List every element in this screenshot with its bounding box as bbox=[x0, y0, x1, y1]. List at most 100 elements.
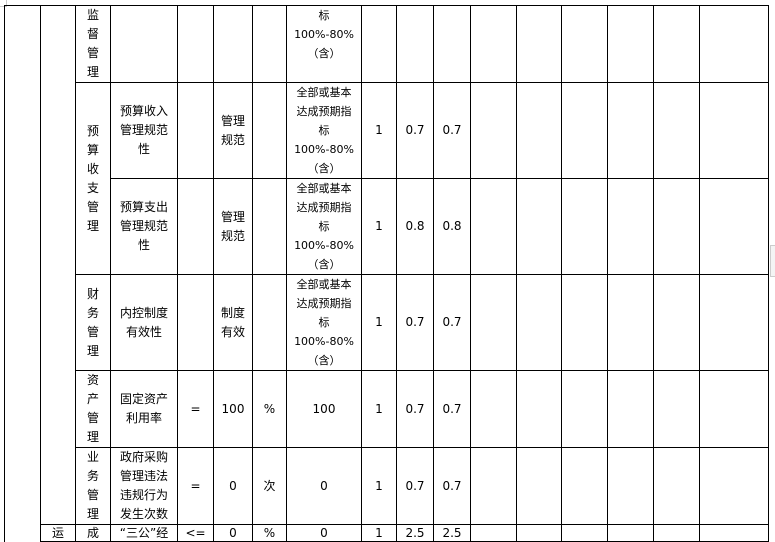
empty-cell bbox=[516, 5, 562, 83]
score-cell: 0.8 bbox=[396, 178, 434, 275]
empty-cell bbox=[516, 370, 562, 448]
empty-cell bbox=[699, 178, 769, 275]
unit-cell: % bbox=[252, 370, 287, 448]
level2-cell bbox=[40, 5, 76, 525]
empty-cell bbox=[653, 178, 700, 275]
score-cell bbox=[396, 5, 434, 83]
table-row: 监 督 管 理 标 100%-80% （含） bbox=[4, 5, 769, 542]
empty-cell bbox=[699, 274, 769, 371]
empty-cell bbox=[653, 274, 700, 371]
empty-cell bbox=[607, 447, 654, 525]
score-cell: 0.7 bbox=[396, 447, 434, 525]
empty-cell bbox=[470, 447, 517, 525]
category-cell: 财 务 管 理 bbox=[75, 274, 111, 371]
empty-cell bbox=[699, 82, 769, 179]
empty-cell bbox=[516, 447, 562, 525]
indicator-cell: 政府采购 管理违法 违规行为 发生次数 bbox=[110, 447, 178, 525]
empty-cell bbox=[607, 370, 654, 448]
empty-cell bbox=[561, 82, 608, 179]
indicator-cell: 固定资产 利用率 bbox=[110, 370, 178, 448]
indicator-cell: 内控制度 有效性 bbox=[110, 274, 178, 371]
empty-cell bbox=[561, 5, 608, 83]
standard-cell: 标 100%-80% （含） bbox=[286, 5, 362, 83]
score-cell: 0.7 bbox=[396, 82, 434, 179]
category-cell: 预 算 收 支 管 理 bbox=[75, 82, 111, 275]
empty-cell bbox=[699, 447, 769, 525]
category-cell: 资 产 管 理 bbox=[75, 370, 111, 448]
score-cell: 0.7 bbox=[433, 274, 471, 371]
score-cell: 0.7 bbox=[433, 370, 471, 448]
operator-cell bbox=[177, 274, 214, 371]
empty-cell bbox=[470, 178, 517, 275]
target-cell: 管理 规范 bbox=[213, 178, 253, 275]
category-cell: 监 督 管 理 bbox=[75, 5, 111, 83]
weight-cell bbox=[361, 5, 397, 83]
unit-cell bbox=[252, 274, 287, 371]
weight-cell: 1 bbox=[361, 370, 397, 448]
empty-cell bbox=[561, 370, 608, 448]
standard-cell: 0 bbox=[286, 447, 362, 525]
indicator-cell: 预算支出 管理规范 性 bbox=[110, 178, 178, 275]
empty-cell bbox=[699, 370, 769, 448]
target-cell bbox=[213, 5, 253, 83]
score-cell: 0.7 bbox=[396, 370, 434, 448]
unit-cell: 次 bbox=[252, 447, 287, 525]
target-cell: 管理 规范 bbox=[213, 82, 253, 179]
score-cell: 0.7 bbox=[433, 447, 471, 525]
target-cell: 0 bbox=[213, 447, 253, 525]
empty-cell bbox=[561, 178, 608, 275]
weight-cell: 1 bbox=[361, 178, 397, 275]
standard-cell: 100 bbox=[286, 370, 362, 448]
operator-cell: = bbox=[177, 447, 214, 525]
score-cell: 0.7 bbox=[433, 82, 471, 179]
sheet-corner bbox=[0, 0, 7, 7]
table-row: 运 成 “三公”经 <= 0 % 0 1 2.5 2.5 bbox=[5, 524, 769, 542]
score-cell: 0.8 bbox=[433, 178, 471, 275]
empty-cell bbox=[516, 178, 562, 275]
table-row: 预算支出 管理规范 性 管理 规范 全部或基本 达成预期指 标 100%-80%… bbox=[5, 178, 769, 275]
empty-cell bbox=[470, 274, 517, 371]
empty-cell bbox=[653, 447, 700, 525]
operator-cell bbox=[177, 82, 214, 179]
table-row: 预 算 收 支 管 理 预算收入 管理规范 性 管理 规范 全部或基本 达成预期… bbox=[5, 82, 769, 275]
target-cell: 100 bbox=[213, 370, 253, 448]
target-cell: 制度 有效 bbox=[213, 274, 253, 371]
weight-cell: 1 bbox=[361, 274, 397, 371]
score-cell: 0.7 bbox=[396, 274, 434, 371]
score-cell bbox=[433, 5, 471, 83]
indicator-cell: 预算收入 管理规范 性 bbox=[110, 82, 178, 179]
empty-cell bbox=[470, 5, 517, 83]
empty-cell bbox=[607, 178, 654, 275]
performance-indicator-table: 监 督 管 理 标 100%-80% （含） 预 算 收 支 管 理 预算收入 … bbox=[4, 5, 769, 542]
empty-cell bbox=[653, 5, 700, 83]
empty-cell bbox=[516, 82, 562, 179]
standard-cell: 全部或基本 达成预期指 标 100%-80% （含） bbox=[286, 82, 362, 179]
empty-cell bbox=[561, 447, 608, 525]
empty-cell bbox=[653, 82, 700, 179]
operator-cell: = bbox=[177, 370, 214, 448]
table-row: 业 务 管 理 政府采购 管理违法 违规行为 发生次数 = 0 次 0 1 0.… bbox=[5, 447, 769, 525]
side-scroll-tab[interactable] bbox=[770, 245, 775, 277]
unit-cell bbox=[252, 178, 287, 275]
level1-cell bbox=[4, 5, 41, 542]
weight-cell: 1 bbox=[361, 447, 397, 525]
indicator-cell bbox=[110, 5, 178, 83]
weight-cell: 1 bbox=[361, 82, 397, 179]
category-cell: 业 务 管 理 bbox=[75, 447, 111, 525]
operator-cell bbox=[177, 178, 214, 275]
operator-cell bbox=[177, 5, 214, 83]
empty-cell bbox=[607, 274, 654, 371]
unit-cell bbox=[252, 82, 287, 179]
unit-cell bbox=[252, 5, 287, 83]
indicator-cell: “三公”经 bbox=[110, 524, 178, 542]
table-row: 财 务 管 理 内控制度 有效性 制度 有效 全部或基本 达成预期指 标 100… bbox=[5, 274, 769, 371]
empty-cell bbox=[607, 82, 654, 179]
empty-cell bbox=[607, 5, 654, 83]
empty-cell bbox=[470, 370, 517, 448]
table-row: 资 产 管 理 固定资产 利用率 = 100 % 100 1 0.7 0.7 bbox=[5, 370, 769, 448]
empty-cell bbox=[561, 274, 608, 371]
empty-cell bbox=[653, 370, 700, 448]
empty-cell bbox=[516, 274, 562, 371]
standard-cell: 全部或基本 达成预期指 标 100%-80% （含） bbox=[286, 178, 362, 275]
standard-cell: 全部或基本 达成预期指 标 100%-80% （含） bbox=[286, 274, 362, 371]
